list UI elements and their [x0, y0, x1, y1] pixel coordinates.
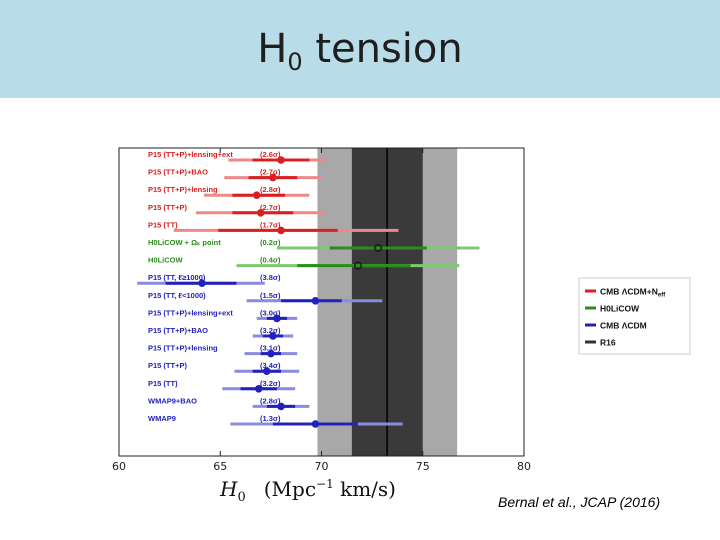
tension-label: (2.7σ) — [260, 203, 281, 212]
data-point — [198, 279, 206, 288]
legend-label: CMB ΛCDM — [600, 321, 647, 331]
data-point — [311, 420, 320, 428]
tension-label: (3.1σ) — [260, 344, 281, 353]
legend-label: H0LiCOW — [600, 304, 640, 314]
legend-box — [578, 277, 691, 355]
data-point — [277, 226, 285, 235]
row-label: WMAP9+BAO — [148, 396, 197, 405]
tension-label: (0.4σ) — [260, 256, 281, 265]
tension-label: (1.5σ) — [260, 291, 281, 300]
row-label: P15 (TT+P)+lensing — [148, 344, 218, 353]
legend-label: R16 — [600, 338, 616, 348]
data-point — [254, 385, 263, 393]
data-point — [374, 243, 383, 253]
x-axis-symbol: H — [219, 477, 238, 501]
tension-label: (2.7σ) — [260, 168, 281, 177]
tension-label: (3.2σ) — [260, 326, 281, 335]
title-rest: tension — [302, 26, 463, 72]
legend-label-subscript: eff — [658, 293, 666, 299]
x-axis-units: (Mpc — [264, 477, 316, 501]
row-label: P15 (TT+P)+lensing+ext — [148, 150, 233, 159]
x-tick-label: 65 — [213, 460, 227, 473]
row-label: P15 (TT, ℓ≥1000) — [148, 273, 206, 282]
tension-label: (1.3σ) — [260, 414, 281, 423]
tension-label: (2.8σ) — [260, 396, 281, 405]
tension-label: (1.7σ) — [260, 220, 281, 229]
title-subscript: 0 — [287, 48, 303, 76]
row-label: P15 (TT+P) — [148, 361, 187, 370]
legend-label-text: CMB ΛCDM — [600, 321, 647, 331]
row-label: P15 (TT+P) — [148, 203, 187, 212]
x-tick-label: 80 — [517, 460, 531, 473]
row-label: P15 (TT) — [148, 220, 178, 229]
data-point — [273, 314, 281, 323]
row-label: P15 (TT+P)+lensing — [148, 185, 218, 194]
row-label: H0LiCOW — [148, 256, 184, 265]
data-point — [269, 173, 277, 182]
legend-label-text: H0LiCOW — [600, 304, 640, 314]
data-point — [267, 349, 275, 358]
row-label: P15 (TT) — [148, 379, 178, 388]
slide-title: H0 tension — [0, 26, 720, 76]
legend-label-text: R16 — [600, 338, 616, 348]
data-point — [252, 191, 261, 199]
title-symbol: H — [257, 26, 288, 72]
citation: Bernal et al., JCAP (2016) — [498, 494, 661, 510]
row-label: P15 (TT, ℓ<1000) — [148, 291, 206, 300]
data-point — [277, 156, 285, 164]
x-axis-units-rest: km/s) — [334, 477, 396, 501]
x-tick-label: 70 — [315, 460, 329, 473]
legend-label: CMB ΛCDM+Neff — [600, 287, 666, 299]
tension-label: (0.2σ) — [260, 238, 281, 247]
data-point — [311, 297, 320, 305]
x-tick-label: 60 — [112, 460, 126, 473]
row-label: H0LiCOW + Ωₖ point — [148, 238, 221, 247]
row-label: P15 (TT+P)+BAO — [148, 168, 208, 177]
tension-label: (3.2σ) — [260, 379, 281, 388]
data-point — [263, 367, 271, 376]
data-point — [353, 261, 363, 270]
tension-label: (3.0σ) — [260, 308, 281, 317]
tension-label: (2.8σ) — [260, 185, 281, 194]
row-label: P15 (TT+P)+BAO — [148, 326, 208, 335]
data-point — [269, 332, 277, 340]
x-axis-exponent: −1 — [316, 477, 334, 491]
data-point — [256, 209, 265, 217]
tension-label: (2.6σ) — [260, 150, 281, 159]
title-banner — [0, 0, 720, 98]
x-axis-subscript: 0 — [237, 490, 245, 505]
x-tick-label: 75 — [416, 460, 430, 473]
legend-label-text: CMB ΛCDM+N — [600, 287, 658, 297]
tension-label: (3.4σ) — [260, 361, 281, 370]
row-label: WMAP9 — [148, 414, 176, 423]
data-point — [277, 402, 285, 411]
x-axis-label: H0 (Mpc−1 km/s) — [219, 477, 396, 505]
row-label: P15 (TT+P)+lensing+ext — [148, 308, 233, 317]
tension-label: (3.8σ) — [260, 273, 281, 282]
